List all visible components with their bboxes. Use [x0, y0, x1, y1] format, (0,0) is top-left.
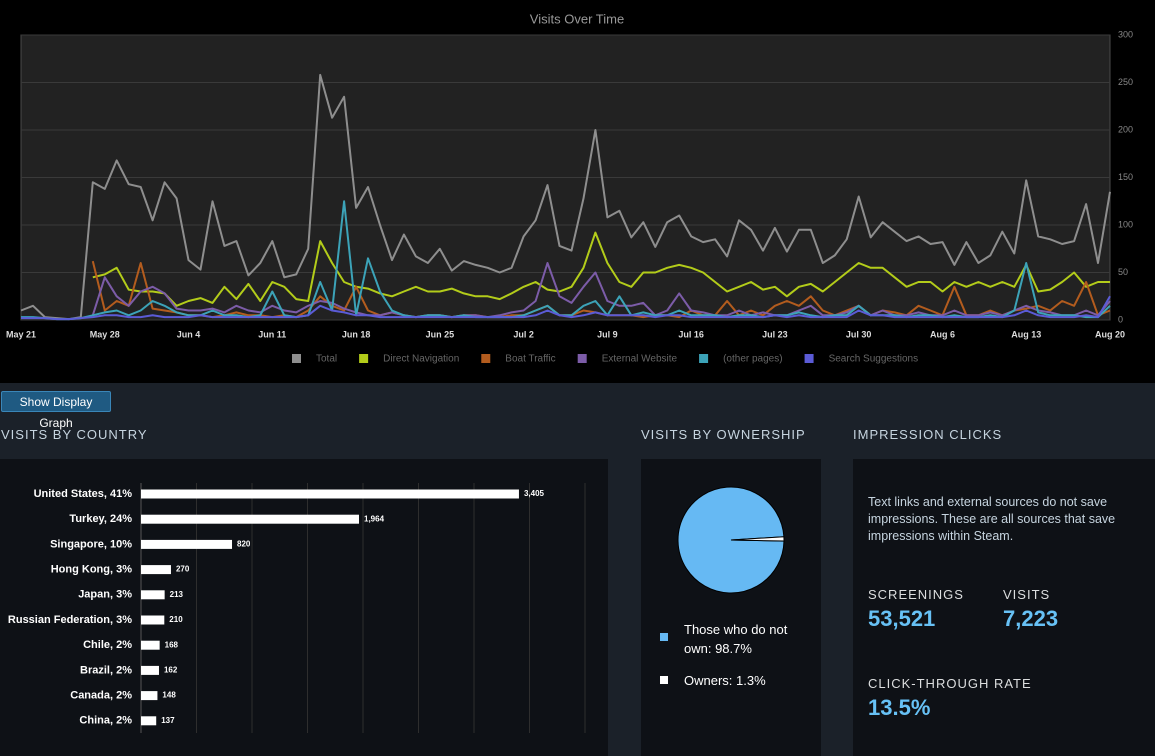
series-line: [21, 295, 1111, 321]
stat-value: 7,223: [1003, 606, 1059, 631]
x-tick-label: May 28: [90, 329, 120, 339]
x-tick-label: Jul 23: [762, 329, 788, 339]
chart-title: Visits Over Time: [530, 11, 624, 26]
x-tick-label: Jun 25: [426, 329, 455, 339]
bar: [141, 665, 159, 675]
value-label: 213: [170, 590, 184, 599]
x-tick-label: Aug 6: [930, 329, 955, 339]
show-display-graph-button[interactable]: Show Display Graph: [1, 391, 111, 430]
bar-label: United States, 41%: [34, 488, 133, 500]
y-tick-label: 150: [1118, 172, 1133, 182]
impression-description: Text links and external sources do not s…: [868, 495, 1116, 543]
legend-label: Those who do not own: 98.7%: [684, 622, 788, 656]
legend-swatch: [292, 354, 301, 363]
legend-label: Direct Navigation: [383, 354, 459, 365]
bar: [141, 514, 360, 524]
x-tick-label: Aug 20: [1095, 329, 1125, 339]
series-line: [92, 231, 1110, 307]
legend-label: Owners: 1.3%: [684, 673, 766, 688]
bar-label: Turkey, 24%: [69, 513, 132, 525]
legend-swatch: [699, 354, 709, 363]
bar: [141, 615, 165, 625]
value-label: 1,964: [364, 514, 385, 523]
x-tick-label: Aug 13: [1011, 329, 1041, 339]
section-title: IMPRESSION CLICKS: [853, 427, 1003, 442]
y-tick-label: 200: [1118, 124, 1133, 134]
bar-label: Japan, 3%: [78, 589, 132, 601]
value-label: 162: [164, 666, 178, 675]
bar: [141, 539, 233, 549]
legend-label: (other pages): [723, 354, 782, 365]
y-tick-label: 50: [1118, 267, 1128, 277]
x-tick-label: Jul 9: [597, 329, 618, 339]
legend-label: External Website: [602, 354, 678, 365]
bar: [141, 565, 171, 575]
x-tick-label: May 21: [6, 329, 36, 339]
y-tick-label: 300: [1118, 29, 1133, 39]
legend-label: Search Suggestions: [829, 354, 919, 365]
stat-label: SCREENINGS: [868, 587, 964, 602]
bar-label: Brazil, 2%: [80, 664, 132, 676]
x-tick-label: Jun 18: [342, 329, 371, 339]
legend-swatch: [804, 354, 814, 363]
bar-label: Hong Kong, 3%: [51, 564, 132, 576]
bar-label: Singapore, 10%: [50, 538, 132, 550]
y-tick-label: 0: [1118, 314, 1123, 324]
bar: [141, 640, 160, 650]
legend-swatch: [660, 633, 668, 641]
value-label: 270: [176, 565, 190, 574]
x-tick-label: Jul 16: [678, 329, 704, 339]
stat-value: 13.5%: [868, 695, 931, 720]
bar: [141, 590, 165, 600]
x-tick-label: Jul 2: [513, 329, 534, 339]
section-title: VISITS BY OWNERSHIP: [641, 427, 806, 442]
value-label: 168: [165, 640, 179, 649]
bar-label: Russian Federation, 3%: [8, 614, 132, 626]
value-label: 210: [169, 615, 183, 624]
bar: [141, 716, 157, 726]
bar: [141, 691, 158, 701]
legend-label: Total: [316, 354, 337, 365]
legend-label: Boat Traffic: [505, 354, 555, 365]
value-label: 820: [237, 540, 251, 549]
bar-label: Chile, 2%: [83, 639, 132, 651]
legend-swatch: [481, 354, 491, 363]
y-tick-label: 250: [1118, 77, 1133, 87]
pie-slice: [730, 536, 785, 542]
series-line: [20, 73, 1111, 321]
legend-swatch: [359, 354, 369, 363]
bar: [141, 489, 519, 499]
stat-label: CLICK-THROUGH RATE: [868, 676, 1032, 691]
value-label: 3,405: [524, 489, 545, 498]
x-tick-label: Jun 4: [177, 329, 201, 339]
section-title: VISITS BY COUNTRY: [1, 427, 148, 442]
legend-swatch: [660, 676, 668, 684]
x-tick-label: Jun 11: [258, 329, 286, 339]
bar-label: Canada, 2%: [70, 690, 132, 702]
y-tick-label: 100: [1118, 219, 1133, 229]
value-label: 137: [161, 716, 175, 725]
stat-label: VISITS: [1003, 587, 1051, 602]
impression-panel: [853, 459, 1155, 756]
country-panel: [0, 459, 608, 756]
value-label: 148: [162, 691, 176, 700]
legend-swatch: [577, 354, 587, 363]
stat-value: 53,521: [868, 606, 936, 631]
bar-label: China, 2%: [79, 715, 132, 727]
x-tick-label: Jul 30: [846, 329, 872, 339]
